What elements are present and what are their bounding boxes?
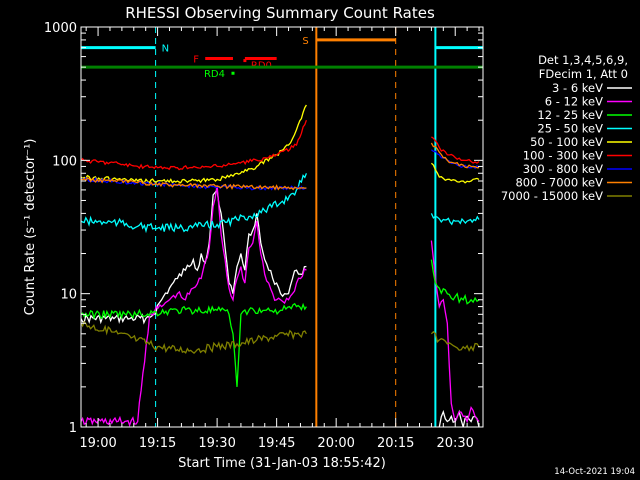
plot-frame bbox=[80, 26, 484, 428]
y-axis: 1 10 100 1000 bbox=[44, 21, 483, 436]
legend-entry-label: 6 - 12 keV bbox=[545, 95, 603, 109]
x-tick-label: 19:30 bbox=[198, 436, 235, 451]
chart-title: RHESSI Observing Summary Count Rates bbox=[125, 4, 435, 22]
series-line-7000-15000keV bbox=[81, 320, 307, 354]
legend-entry-label: 3 - 6 keV bbox=[552, 81, 603, 95]
x-tick-label: 20:30 bbox=[436, 436, 473, 451]
series-line-50-100keV bbox=[81, 104, 307, 184]
series-line-800-7000keV bbox=[430, 142, 479, 169]
x-axis-label: Start Time (31-Jan-03 18:55:42) bbox=[178, 456, 386, 471]
legend-entry-label: 100 - 300 keV bbox=[523, 149, 603, 163]
series-line-100-300keV bbox=[431, 136, 480, 164]
x-tick-label: 20:00 bbox=[317, 436, 354, 451]
x-tick-label: 19:00 bbox=[79, 436, 116, 451]
legend-entry-label: 800 - 7000 keV bbox=[515, 176, 603, 190]
series-layer bbox=[81, 104, 480, 427]
series-line-300-800keV bbox=[81, 176, 307, 191]
series-line-100-300keV bbox=[81, 119, 308, 171]
legend-header-decim: FDecim 1, Att 0 bbox=[539, 67, 628, 81]
series-line-3-6keV bbox=[81, 188, 307, 325]
flag-label: RD4 bbox=[204, 69, 225, 80]
legend-entry-label: 7000 - 15000 keV bbox=[501, 189, 603, 203]
series-line-6-12keV bbox=[81, 185, 307, 427]
legend-entry-label: 50 - 100 keV bbox=[530, 135, 603, 149]
series-line-25-50keV bbox=[430, 213, 480, 226]
x-tick-label: 19:15 bbox=[139, 436, 176, 451]
y-tick-label: 1 bbox=[69, 421, 77, 436]
y-tick-label: 1000 bbox=[44, 21, 77, 36]
generated-timestamp: 14-Oct-2021 19:04 bbox=[554, 467, 635, 477]
series-line-50-100keV bbox=[430, 162, 480, 184]
series-line-800-7000keV bbox=[81, 177, 307, 191]
legend-header-detectors: Det 1,3,4,5,6,9, bbox=[538, 53, 628, 67]
series-line-12-25keV bbox=[81, 302, 307, 387]
y-tick-label: 100 bbox=[52, 154, 77, 169]
flag-marker bbox=[231, 71, 235, 75]
y-tick-label: 10 bbox=[60, 288, 77, 303]
y-axis-label: Count Rate (s⁻¹ detector⁻¹) bbox=[23, 139, 38, 316]
flag-marker bbox=[243, 59, 247, 63]
flag-label: S bbox=[302, 36, 308, 47]
x-axis: 19:00 19:15 19:30 19:45 20:00 20:15 20:30 bbox=[79, 27, 480, 451]
legend: Det 1,3,4,5,6,9, FDecim 1, Att 0 3 - 6 k… bbox=[501, 53, 632, 203]
x-tick-label: 19:45 bbox=[258, 436, 295, 451]
x-tick-label: 20:15 bbox=[377, 436, 414, 451]
series-line-12-25keV bbox=[430, 259, 480, 305]
series-line-25-50keV bbox=[81, 173, 308, 234]
series-line-7000-15000keV bbox=[430, 330, 480, 352]
legend-entry-label: 300 - 800 keV bbox=[523, 162, 603, 176]
flag-label: F bbox=[193, 55, 199, 66]
annotation-layer: NFRD0RD4S bbox=[81, 27, 484, 427]
legend-entry-label: 25 - 50 keV bbox=[537, 122, 603, 136]
flag-label: N bbox=[162, 44, 169, 55]
legend-entry-label: 12 - 25 keV bbox=[537, 108, 603, 122]
